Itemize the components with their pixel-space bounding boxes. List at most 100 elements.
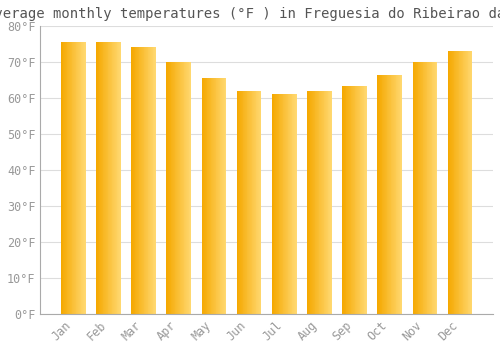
- Bar: [290, 93, 291, 314]
- Bar: [216, 78, 217, 314]
- Bar: [389, 75, 390, 314]
- Bar: [65, 42, 66, 314]
- Bar: [255, 91, 256, 314]
- Bar: [328, 91, 330, 314]
- Bar: [75, 42, 76, 314]
- Bar: [249, 91, 250, 314]
- Bar: [258, 91, 259, 314]
- Bar: [109, 42, 110, 314]
- Bar: [392, 75, 393, 314]
- Bar: [384, 75, 385, 314]
- Bar: [414, 62, 415, 314]
- Bar: [188, 62, 190, 314]
- Bar: [381, 75, 382, 314]
- Bar: [466, 51, 468, 314]
- Bar: [436, 62, 438, 314]
- Bar: [206, 78, 208, 314]
- Bar: [220, 78, 222, 314]
- Bar: [348, 86, 349, 314]
- Bar: [331, 91, 332, 314]
- Bar: [418, 62, 419, 314]
- Bar: [307, 91, 308, 314]
- Bar: [101, 42, 102, 314]
- Bar: [394, 75, 396, 314]
- Bar: [350, 86, 352, 314]
- Bar: [172, 62, 173, 314]
- Bar: [239, 91, 240, 314]
- Bar: [280, 93, 281, 314]
- Bar: [357, 86, 358, 314]
- Bar: [177, 62, 178, 314]
- Bar: [400, 75, 402, 314]
- Bar: [190, 62, 191, 314]
- Bar: [421, 62, 422, 314]
- Bar: [285, 93, 286, 314]
- Bar: [388, 75, 389, 314]
- Bar: [176, 62, 177, 314]
- Bar: [61, 42, 62, 314]
- Bar: [356, 86, 357, 314]
- Bar: [167, 62, 168, 314]
- Bar: [104, 42, 105, 314]
- Bar: [353, 86, 354, 314]
- Bar: [289, 93, 290, 314]
- Bar: [321, 91, 322, 314]
- Bar: [238, 91, 239, 314]
- Bar: [324, 91, 325, 314]
- Bar: [133, 48, 134, 314]
- Bar: [136, 48, 137, 314]
- Bar: [168, 62, 169, 314]
- Bar: [399, 75, 400, 314]
- Bar: [83, 42, 84, 314]
- Bar: [386, 75, 388, 314]
- Bar: [390, 75, 392, 314]
- Bar: [380, 75, 381, 314]
- Bar: [349, 86, 350, 314]
- Bar: [97, 42, 98, 314]
- Bar: [416, 62, 417, 314]
- Bar: [317, 91, 318, 314]
- Bar: [80, 42, 82, 314]
- Bar: [214, 78, 216, 314]
- Bar: [282, 93, 284, 314]
- Bar: [453, 51, 454, 314]
- Bar: [428, 62, 429, 314]
- Bar: [295, 93, 296, 314]
- Bar: [144, 48, 145, 314]
- Bar: [456, 51, 457, 314]
- Bar: [432, 62, 433, 314]
- Bar: [73, 42, 74, 314]
- Bar: [186, 62, 187, 314]
- Bar: [354, 86, 356, 314]
- Bar: [102, 42, 104, 314]
- Bar: [248, 91, 249, 314]
- Bar: [326, 91, 327, 314]
- Bar: [278, 93, 280, 314]
- Bar: [462, 51, 464, 314]
- Bar: [108, 42, 109, 314]
- Bar: [362, 86, 363, 314]
- Bar: [182, 62, 183, 314]
- Bar: [217, 78, 218, 314]
- Bar: [313, 91, 314, 314]
- Bar: [79, 42, 80, 314]
- Bar: [131, 48, 132, 314]
- Bar: [327, 91, 328, 314]
- Bar: [173, 62, 174, 314]
- Bar: [106, 42, 108, 314]
- Bar: [111, 42, 112, 314]
- Bar: [66, 42, 68, 314]
- Bar: [241, 91, 242, 314]
- Bar: [145, 48, 146, 314]
- Bar: [426, 62, 428, 314]
- Bar: [119, 42, 120, 314]
- Bar: [142, 48, 144, 314]
- Bar: [311, 91, 312, 314]
- Bar: [166, 62, 167, 314]
- Bar: [210, 78, 212, 314]
- Bar: [417, 62, 418, 314]
- Bar: [448, 51, 450, 314]
- Bar: [284, 93, 285, 314]
- Bar: [218, 78, 219, 314]
- Bar: [181, 62, 182, 314]
